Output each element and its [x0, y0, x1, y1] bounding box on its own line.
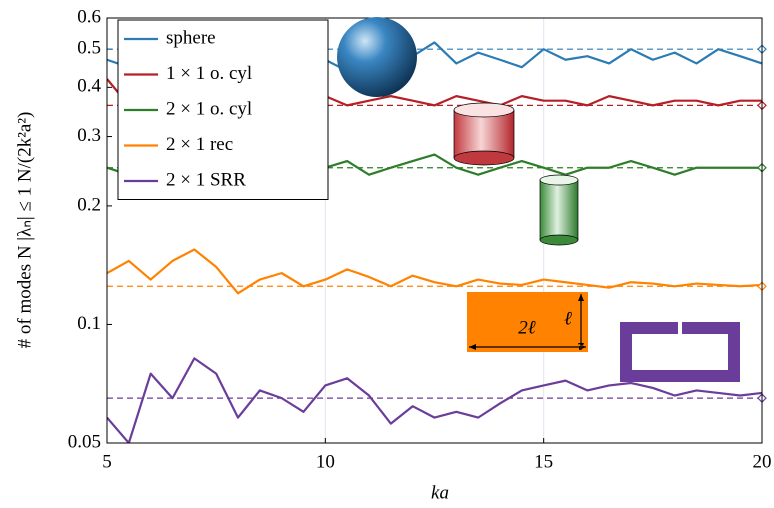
legend-label: 2 × 1 o. cyl	[166, 98, 252, 119]
legend-label: 1 × 1 o. cyl	[166, 63, 252, 84]
y-tick-label: 0.3	[77, 125, 101, 146]
x-axis-label: ka	[431, 482, 449, 503]
legend-label: 2 × 1 rec	[166, 134, 233, 155]
cylinder-icon	[539, 174, 579, 246]
y-tick-label: 0.1	[77, 313, 101, 334]
data-line	[107, 357, 762, 443]
x-tick-label: 10	[316, 451, 335, 472]
y-axis-label: # of modes N |λₙ| ≤ 1 N/(2k²a²)	[14, 112, 35, 349]
plot-frame	[106, 17, 763, 444]
y-tick-label: 0.2	[77, 194, 101, 215]
legend-label: 2 × 1 SRR	[166, 169, 246, 190]
srr-icon	[620, 322, 740, 382]
x-tick-label: 15	[534, 451, 553, 472]
x-tick-label: 20	[753, 451, 772, 472]
y-tick-label: 0.4	[77, 76, 101, 97]
rectangle-icon: 2ℓ ℓ	[467, 292, 588, 352]
sphere-icon	[337, 17, 417, 97]
x-tick-label: 5	[102, 451, 112, 472]
annotation: 2ℓ	[518, 317, 536, 338]
y-tick-label: 0.5	[77, 38, 101, 59]
legend-label: sphere	[166, 27, 216, 48]
y-tick-label: 0.6	[77, 6, 101, 27]
annotation: ℓ	[564, 308, 572, 329]
cylinder-icon	[453, 102, 515, 166]
y-tick-label: 0.05	[68, 431, 101, 452]
data-line	[107, 248, 762, 295]
